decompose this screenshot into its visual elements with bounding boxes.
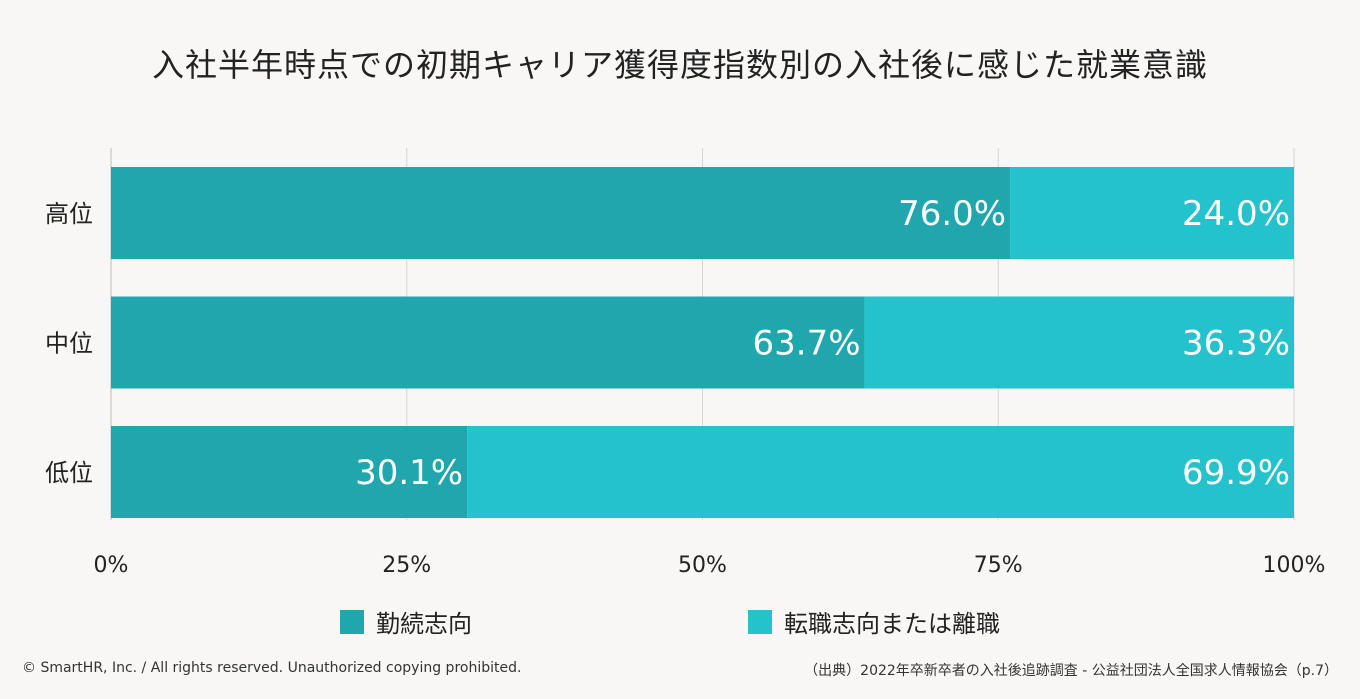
data-label-1-series1: 63.7% — [753, 324, 861, 364]
category-label-0: 高位 — [45, 200, 93, 228]
data-label-1-series2: 36.3% — [1182, 324, 1290, 364]
legend-swatch-series1 — [340, 609, 364, 634]
bar-1-series2 — [864, 296, 1294, 389]
legend: 勤続志向 転職志向または離職 — [0, 604, 1360, 638]
stacked-bar-chart: 76.0% 24.0% 高位 63.7% 36.3% 中位 30.1% 69.9% 低位 0% 25… — [45, 148, 1326, 578]
bar-2-series1 — [111, 426, 468, 518]
legend-swatch-series2 — [748, 609, 772, 634]
x-tick-label-100: 100% — [1263, 553, 1326, 578]
bar-1-series1 — [111, 296, 865, 389]
data-label-0-series2: 24.0% — [1182, 194, 1290, 234]
bar-0-series1 — [111, 167, 1011, 259]
x-tick-label-25: 25% — [382, 553, 431, 578]
copyright-text: © SmartHR, Inc. / All rights reserved. U… — [22, 660, 522, 676]
legend-item-series1: 勤続志向 — [340, 604, 472, 639]
category-label-2: 低位 — [45, 459, 93, 487]
legend-item-series2: 転職志向または離職 — [748, 604, 1000, 639]
data-label-2-series2: 69.9% — [1182, 453, 1290, 493]
x-tick-label-0: 0% — [94, 553, 129, 578]
data-label-2-series1: 30.1% — [355, 453, 463, 493]
legend-label-series2: 転職志向または離職 — [784, 610, 1000, 638]
x-tick-label-75: 75% — [974, 553, 1023, 578]
data-label-0-series1: 76.0% — [898, 194, 1006, 234]
bar-2-series2 — [467, 426, 1294, 518]
legend-label-series1: 勤続志向 — [376, 610, 472, 638]
x-tick-label-50: 50% — [678, 553, 727, 578]
chart-title: 入社半年時点での初期キャリア獲得度指数別の入社後に感じた就業意識 — [151, 46, 1208, 84]
category-label-1: 中位 — [45, 330, 93, 358]
source-text: （出典）2022年卒新卒者の入社後追跡調査 - 公益社団法人全国求人情報協会（p… — [804, 663, 1338, 679]
bar-0-series2 — [1010, 167, 1294, 259]
